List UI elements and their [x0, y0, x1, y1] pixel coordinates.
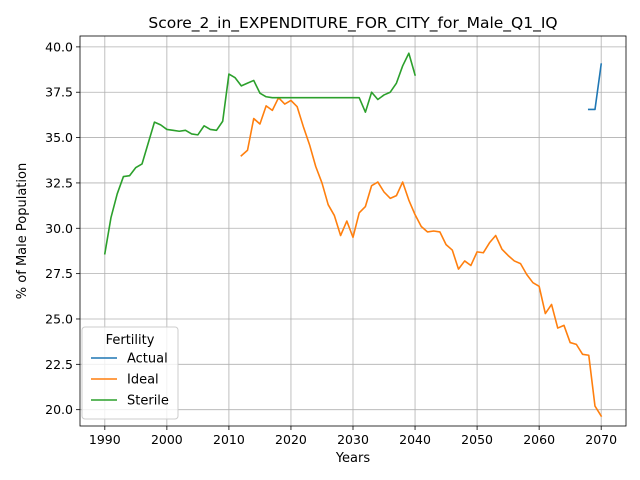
x-tick-label: 2050 [461, 432, 493, 447]
legend: Fertility Actual Ideal Sterile [81, 326, 179, 420]
x-axis-label: Years [335, 451, 371, 466]
y-tick-label: 27.5 [45, 266, 73, 281]
y-tick-label: 40.0 [45, 39, 73, 54]
y-tick-label: 30.0 [45, 221, 73, 236]
x-tick-label: 2070 [585, 432, 617, 447]
y-tick-label: 22.5 [45, 357, 73, 372]
y-tick-label: 32.5 [45, 175, 73, 190]
legend-items: Actual Ideal Sterile [91, 352, 169, 409]
y-axis-label: % of Male Population [15, 163, 30, 299]
x-tick-label: 2060 [523, 432, 555, 447]
series-line-sterile [103, 52, 417, 255]
x-tick-label: 1990 [89, 432, 121, 447]
series-line-ideal [240, 96, 603, 418]
x-tick-label: 2010 [213, 432, 245, 447]
series-lines [103, 52, 603, 418]
legend-label-actual: Actual [127, 352, 168, 367]
legend-title: Fertility [106, 333, 155, 348]
series-line-actual [587, 63, 603, 111]
x-tick-label: 2000 [151, 432, 183, 447]
y-tick-label: 37.5 [45, 85, 73, 100]
y-tick-label: 20.0 [45, 402, 73, 417]
grid [80, 36, 626, 426]
y-tick-label: 35.0 [45, 130, 73, 145]
x-tick-label: 2030 [337, 432, 369, 447]
y-tick-label: 25.0 [45, 311, 73, 326]
legend-label-sterile: Sterile [127, 394, 169, 409]
chart-title: Score_2_in_EXPENDITURE_FOR_CITY_for_Male… [148, 14, 557, 33]
legend-box [81, 326, 179, 420]
x-tick-label: 2020 [275, 432, 307, 447]
y-axis-ticks: 20.0 22.5 25.0 27.5 30.0 32.5 35.0 37.5 40.0 [45, 39, 80, 417]
x-tick-label: 2040 [399, 432, 431, 447]
legend-label-ideal: Ideal [127, 373, 159, 388]
x-axis-ticks: 1990 2000 2010 2020 2030 2040 2050 2060 2070 [89, 426, 617, 447]
